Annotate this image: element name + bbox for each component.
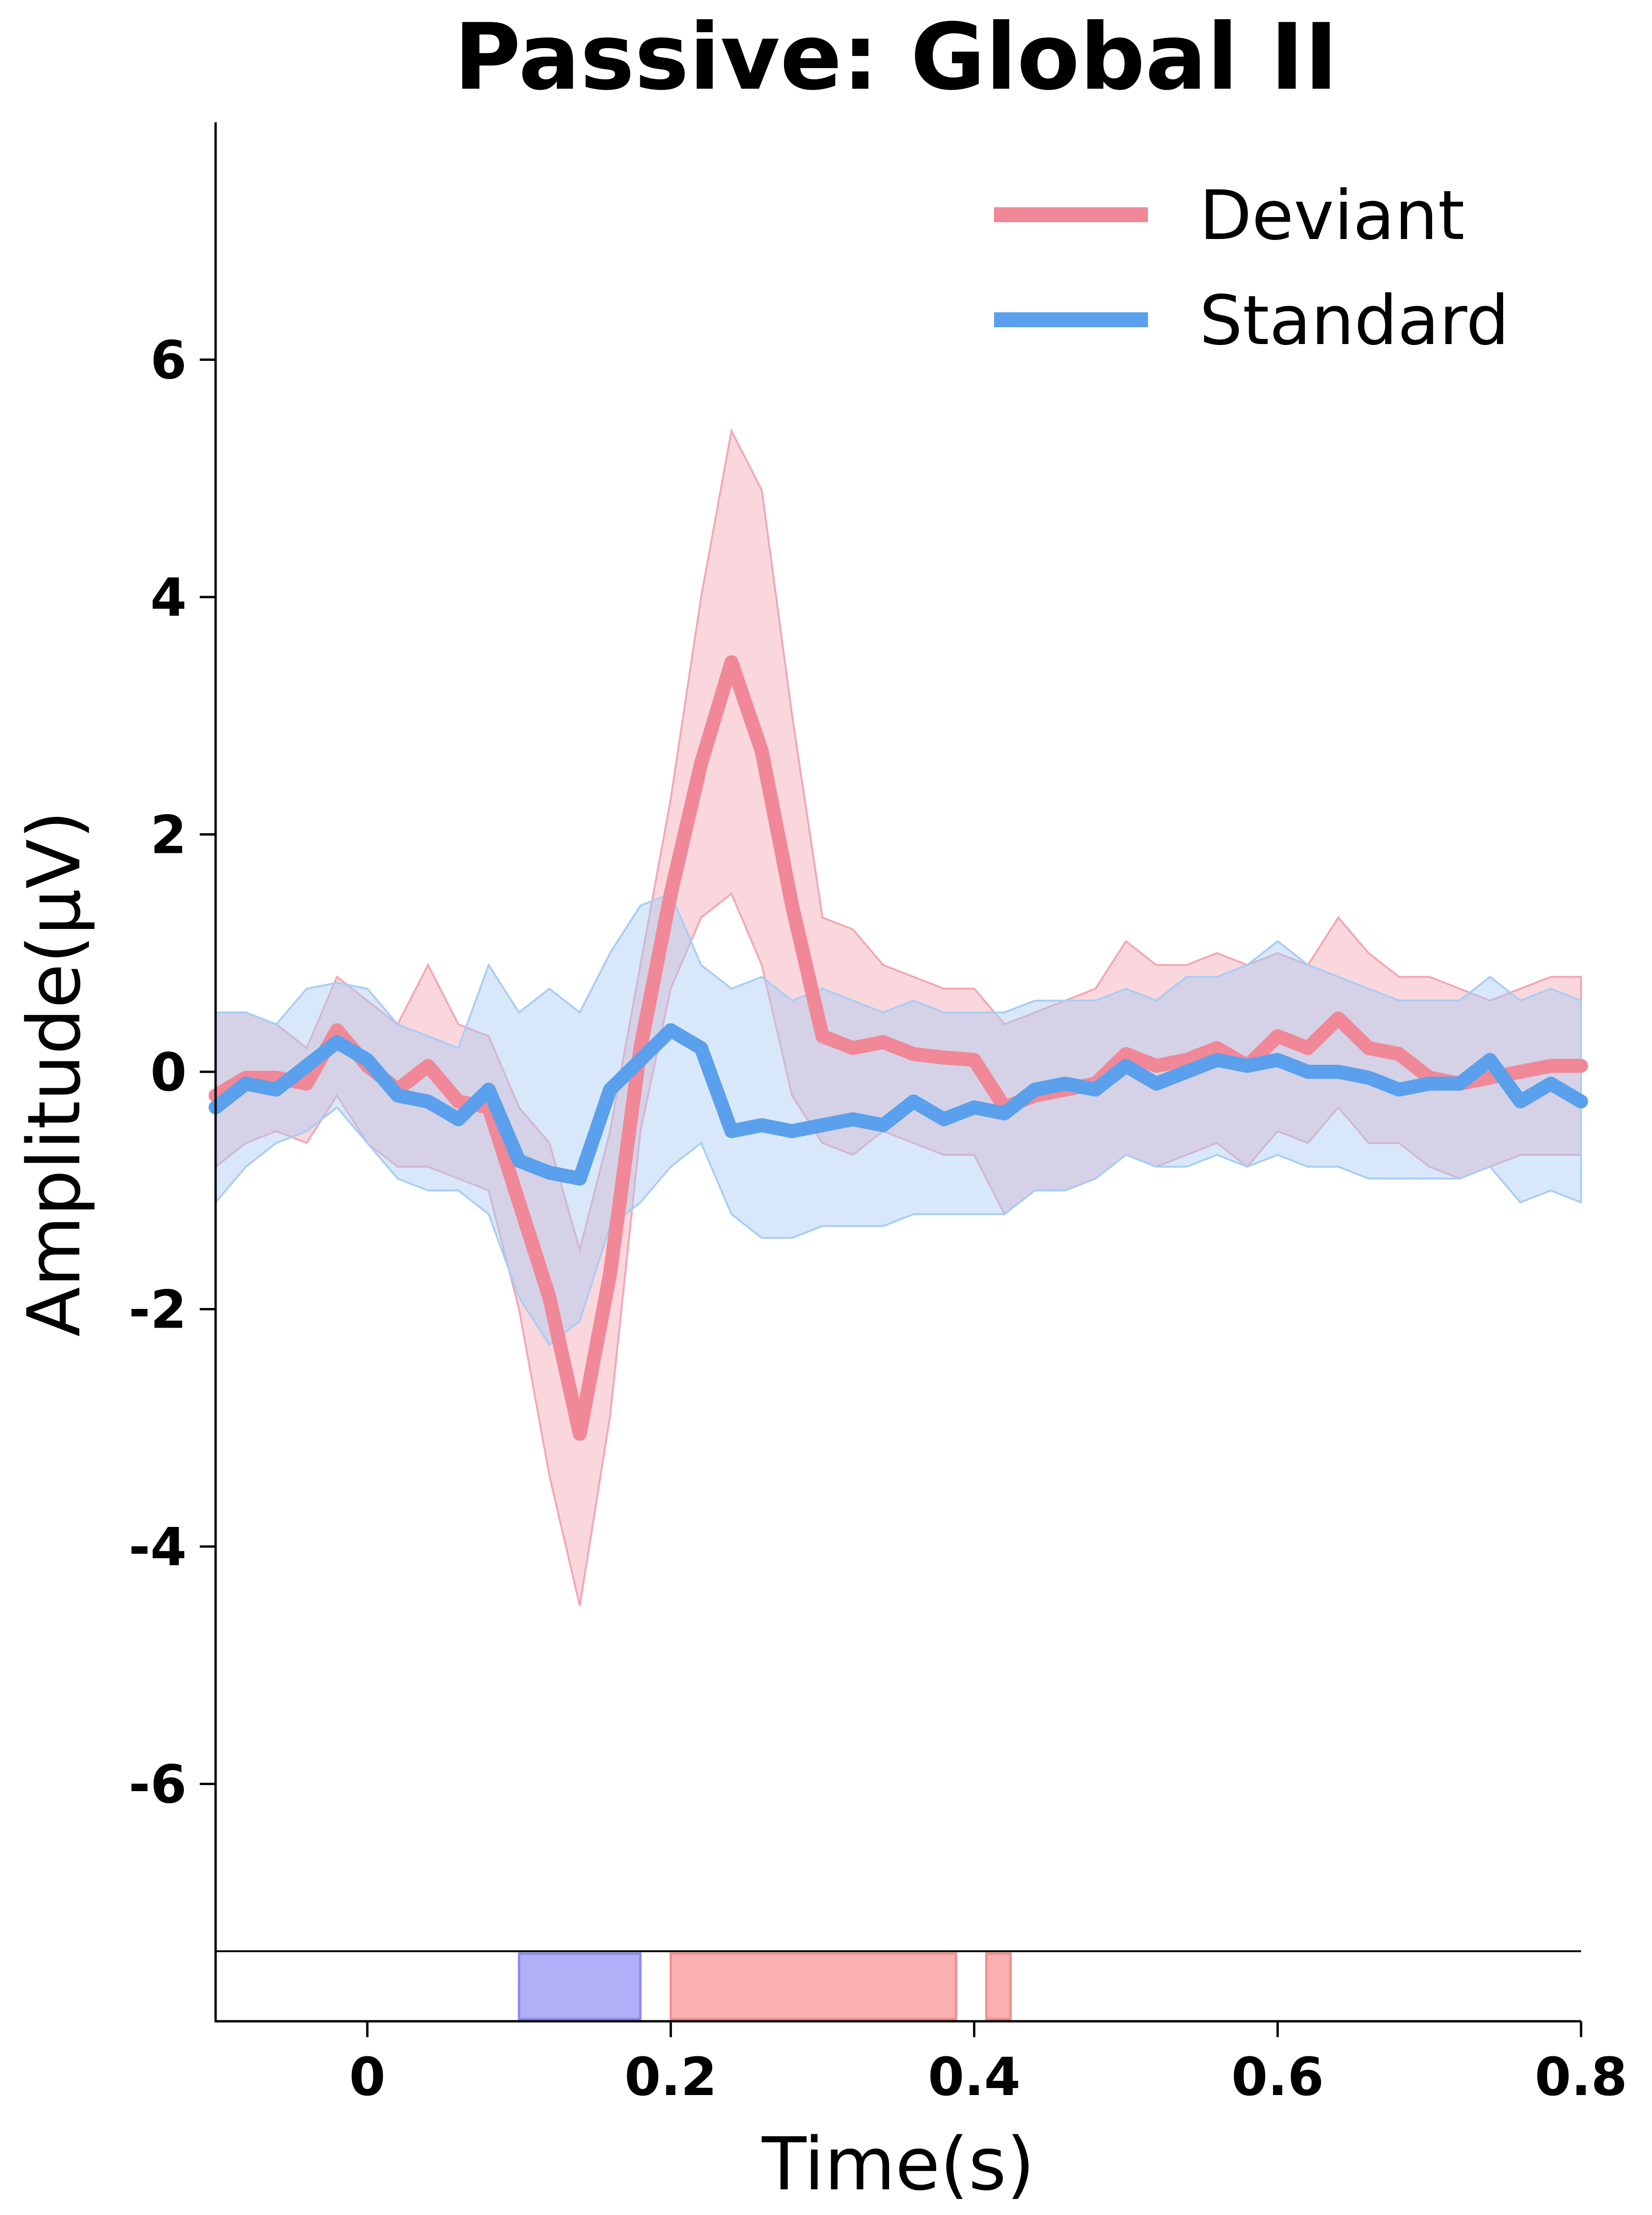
x-tick-label: 0 (349, 2047, 385, 2108)
y-tick-label: 6 (150, 330, 187, 391)
y-tick-label: 2 (150, 805, 187, 866)
legend-label-deviant: Deviant (1199, 176, 1464, 255)
y-tick-label: 4 (150, 568, 187, 628)
y-tick-label: -2 (129, 1280, 187, 1341)
x-tick-label: 0.6 (1232, 2047, 1324, 2108)
line-standard (209, 1023, 1588, 1186)
significance-bar-2 (669, 1952, 958, 2020)
legend: Deviant Standard (994, 176, 1509, 360)
line-deviant (209, 655, 1588, 1441)
y-axis-label: Amplitude(μV) (12, 810, 97, 1336)
significance-bars (518, 1952, 1012, 2020)
x-tick-label: 0.2 (624, 2047, 717, 2108)
significance-bar-1 (518, 1952, 642, 2020)
x-axis-label: Time(s) (762, 2122, 1035, 2207)
y-tick-label: -6 (129, 1755, 187, 1815)
y-axis-ticks: 6 4 2 0 -2 -4 -6 (129, 330, 216, 1815)
x-tick-label: 0.8 (1535, 2047, 1627, 2108)
confidence-bands (215, 428, 1582, 1606)
significance-bar-3 (985, 1952, 1012, 2020)
y-tick-label: 0 (150, 1042, 187, 1103)
x-tick-label: 0.4 (928, 2047, 1020, 2108)
chart-title: Passive: Global II (454, 4, 1338, 111)
legend-label-standard: Standard (1199, 281, 1509, 360)
series-lines (209, 655, 1588, 1441)
y-tick-label: -4 (129, 1517, 187, 1578)
x-axis-ticks: 0 0.2 0.4 0.6 0.8 (349, 2021, 1627, 2108)
